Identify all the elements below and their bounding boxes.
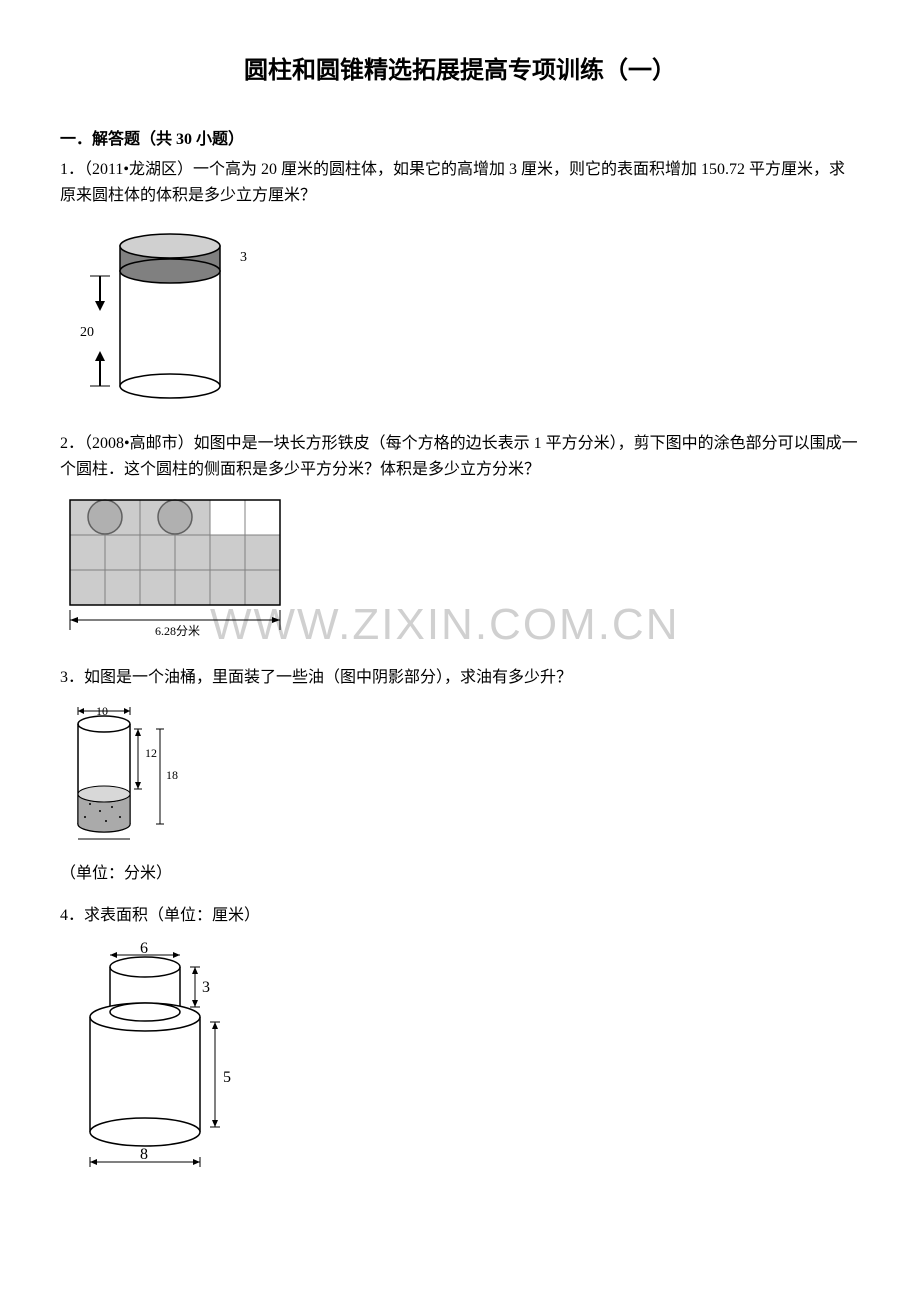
q1-label-3: 3	[240, 250, 247, 265]
question-2-text: 2．（2008•高邮市）如图中是一块长方形铁皮（每个方格的边长表示 1 平方分米…	[60, 431, 860, 482]
question-1-figure: 3 20	[60, 216, 860, 406]
question-1-text: 1．（2011•龙湖区）一个高为 20 厘米的圆柱体，如果它的高增加 3 厘米，…	[60, 157, 860, 208]
q4-label-6: 6	[140, 940, 148, 957]
question-3-text: 3．如图是一个油桶，里面装了一些油（图中阴影部分），求油有多少升？	[60, 665, 860, 691]
question-3-figure: 10 12 18	[60, 699, 860, 849]
question-4-figure: 6 3 5	[60, 937, 860, 1177]
question-4-text: 4．求表面积（单位：厘米）	[60, 903, 860, 929]
q2-width-label: 6.28分米	[155, 624, 200, 638]
section-header: 一．解答题（共 30 小题）	[60, 125, 860, 149]
q4-label-8: 8	[140, 1146, 148, 1163]
q4-label-5: 5	[223, 1069, 231, 1086]
page-content: 圆柱和圆锥精选拓展提高专项训练（一） 一．解答题（共 30 小题） 1．（201…	[60, 50, 860, 1177]
q1-label-20: 20	[80, 325, 94, 340]
q4-label-3: 3	[202, 979, 210, 996]
q3-label-18: 18	[166, 768, 178, 782]
question-2-figure: 6.28分米	[60, 490, 860, 640]
question-3-note: （单位：分米）	[60, 859, 860, 883]
q3-label-12: 12	[145, 746, 157, 760]
page-title: 圆柱和圆锥精选拓展提高专项训练（一）	[60, 50, 860, 85]
